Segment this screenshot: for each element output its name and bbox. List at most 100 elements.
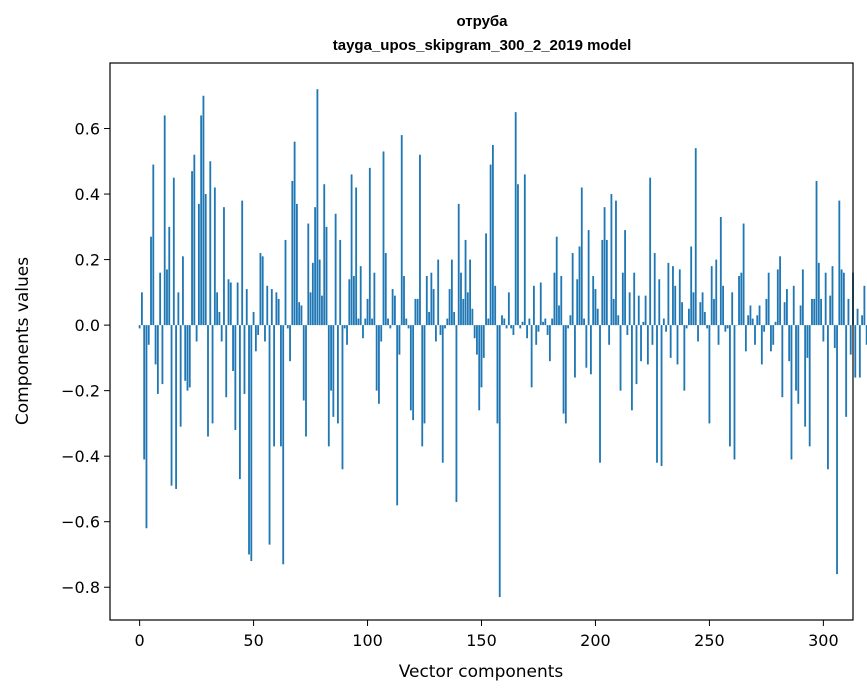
y-tick-label: 0.2: [75, 251, 100, 270]
bar-254: [717, 325, 720, 345]
bar-196: [585, 325, 588, 368]
bar-149: [478, 325, 481, 411]
bar-259: [729, 325, 731, 447]
bar-183: [555, 236, 558, 326]
bar-162: [507, 292, 510, 326]
bar-315: [856, 308, 859, 326]
bar-44: [239, 325, 241, 480]
bar-155: [491, 144, 494, 326]
bar-106: [380, 325, 383, 342]
bar-128: [430, 272, 433, 326]
bar-168: [521, 321, 524, 326]
bar-35: [218, 312, 221, 326]
bar-193: [578, 246, 581, 326]
bar-122: [416, 298, 419, 326]
bar-126: [425, 275, 428, 326]
bar-110: [389, 325, 392, 329]
bar-228: [658, 279, 661, 326]
x-tick-label: 100: [352, 631, 383, 650]
bar-64: [284, 239, 287, 326]
bar-164: [512, 325, 515, 335]
bar-85: [332, 325, 335, 417]
bar-246: [699, 302, 702, 326]
bar-24: [193, 154, 196, 326]
bar-231: [665, 325, 668, 332]
bar-297: [815, 180, 818, 326]
bar-187: [564, 325, 567, 424]
bar-31: [209, 161, 212, 326]
bar-243: [692, 292, 695, 326]
bar-series: [138, 89, 867, 598]
bar-16: [175, 325, 177, 489]
bar-170: [526, 325, 528, 339]
bar-303: [829, 295, 832, 326]
bar-308: [840, 269, 843, 326]
bar-171: [528, 318, 531, 326]
bar-242: [690, 246, 693, 326]
bar-304: [831, 266, 834, 326]
bar-142: [462, 298, 465, 326]
bar-272: [758, 305, 761, 326]
bar-253: [715, 259, 718, 326]
bar-279: [774, 321, 777, 326]
bar-139: [455, 325, 458, 503]
bar-199: [592, 275, 595, 326]
x-tick-label: 300: [808, 631, 839, 650]
bar-237: [678, 269, 681, 326]
bar-200: [594, 289, 597, 326]
bar-114: [398, 325, 401, 355]
bar-157: [496, 325, 499, 424]
bar-9: [159, 272, 162, 326]
bar-252: [713, 298, 715, 326]
bar-290: [799, 305, 802, 326]
bar-261: [733, 325, 736, 460]
bar-58: [270, 289, 273, 326]
bar-217: [633, 272, 636, 326]
bar-235: [674, 285, 677, 326]
bar-71: [300, 305, 303, 326]
bar-4: [147, 325, 150, 345]
bar-150: [480, 325, 483, 388]
bar-145: [469, 259, 472, 326]
bar-165: [514, 112, 517, 326]
bar-123: [419, 154, 421, 326]
bar-1: [141, 292, 143, 326]
x-tick-label: 0: [135, 631, 145, 650]
bar-311: [847, 298, 850, 326]
bar-233: [669, 325, 672, 358]
bar-245: [697, 325, 699, 342]
x-tick-label: 50: [243, 631, 263, 650]
bar-111: [391, 289, 394, 326]
bar-19: [182, 256, 184, 326]
bar-96: [357, 318, 360, 326]
bar-275: [765, 298, 768, 326]
bar-154: [489, 164, 492, 326]
bar-57: [268, 325, 271, 545]
bar-257: [724, 325, 727, 332]
bar-195: [583, 318, 585, 326]
bar-133: [441, 325, 444, 463]
bar-258: [726, 325, 729, 329]
bar-218: [635, 325, 638, 385]
bar-270: [754, 325, 756, 345]
bar-117: [405, 318, 408, 326]
bar-241: [687, 308, 690, 326]
bar-269: [751, 318, 754, 326]
bar-185: [560, 275, 563, 326]
bar-277: [770, 325, 772, 352]
bar-82: [325, 226, 328, 326]
bar-283: [783, 302, 786, 326]
bar-125: [423, 325, 426, 424]
bar-256: [722, 285, 724, 326]
bar-70: [298, 302, 301, 326]
bar-167: [519, 325, 522, 329]
bar-47: [245, 289, 248, 326]
bar-226: [653, 253, 656, 326]
bar-61: [277, 298, 280, 326]
bar-212: [621, 272, 624, 326]
y-tick-label: −0.8: [61, 578, 100, 597]
bar-234: [672, 266, 674, 326]
bar-36: [220, 325, 223, 342]
bar-131: [437, 259, 440, 326]
bar-40: [229, 282, 232, 326]
